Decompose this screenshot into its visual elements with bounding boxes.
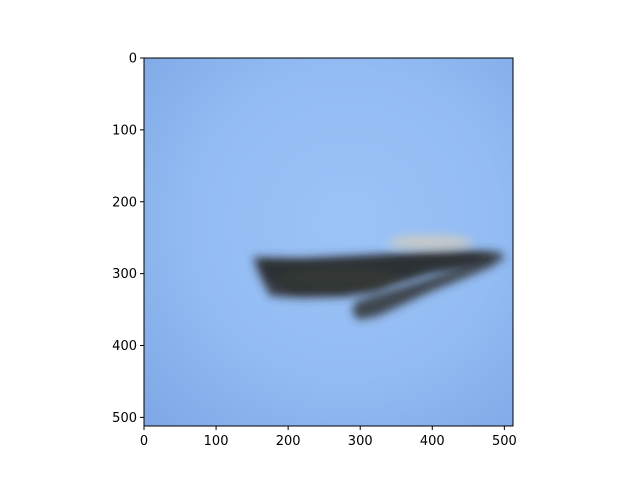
- aircraft-core: [262, 255, 490, 292]
- y-tick-label: 0: [129, 52, 137, 67]
- y-tick-label: 200: [112, 195, 137, 210]
- x-tick-label: 100: [204, 434, 229, 449]
- y-tick-label: 500: [112, 411, 137, 426]
- y-tick-label: 100: [112, 123, 137, 138]
- x-tick-label: 400: [420, 434, 445, 449]
- x-tick-label: 0: [140, 434, 148, 449]
- x-axis: 0 100 200 300 400 500: [140, 426, 517, 449]
- y-axis: 0 100 200 300 400 500: [112, 52, 144, 426]
- y-tick-label: 400: [112, 339, 137, 354]
- plot-frame: [143, 57, 514, 427]
- x-tick-label: 500: [492, 434, 517, 449]
- image-area: [144, 58, 513, 426]
- x-tick-label: 200: [276, 434, 301, 449]
- aircraft-tail: [352, 261, 498, 320]
- aircraft-highlight: [388, 235, 472, 249]
- x-tick-label: 300: [348, 434, 373, 449]
- y-tick-label: 300: [112, 267, 137, 282]
